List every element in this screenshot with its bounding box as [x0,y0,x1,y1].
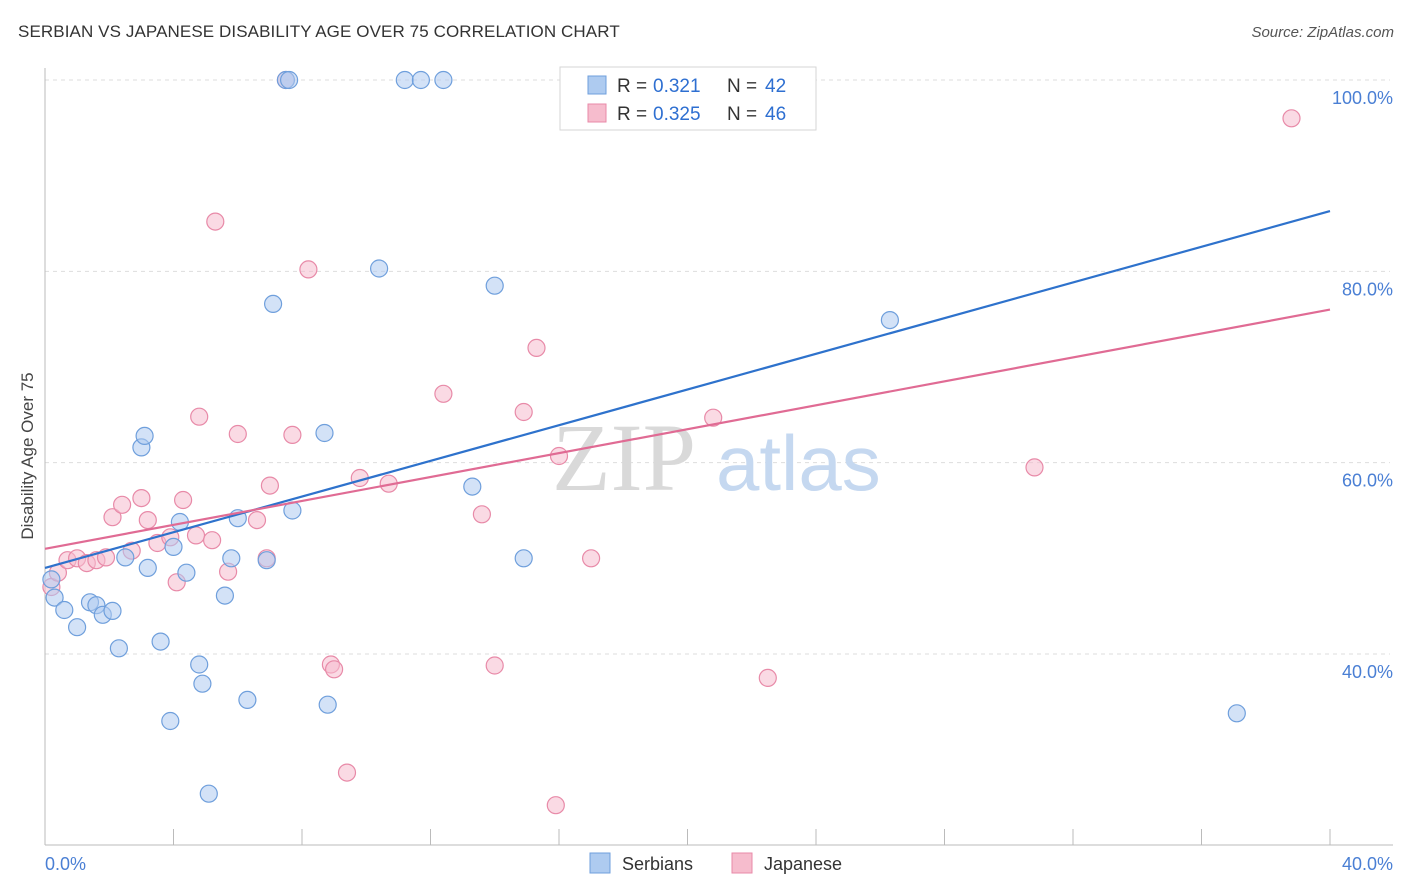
serbian-point [315,423,334,443]
serbian-points [42,70,1246,803]
japanese-point [546,796,565,815]
japanese-point [260,476,279,495]
japanese-point [203,531,222,550]
japanese-point [1025,458,1044,477]
japanese-point [337,763,357,782]
japanese-point [485,656,504,675]
legend-japanese-r-label: R = [617,104,647,125]
serbian-point [193,674,212,693]
source-label: Source: ZipAtlas.com [1251,24,1394,41]
japanese-point [247,510,267,530]
serbian-point [395,70,414,90]
japanese-trend-line [44,308,1331,550]
y-tick-labels: 100.0% 80.0% 60.0% 40.0% [1332,88,1393,682]
serbian-point [103,601,122,621]
japanese-point [434,384,453,403]
serbian-point [164,537,183,557]
legend-serbian-n-label: N = [727,76,757,97]
serbian-point [257,551,276,570]
watermark-zip: ZIP [552,404,696,511]
serbian-point [67,618,87,637]
serbian-point [1227,704,1246,723]
series-legend-japanese-label: Japanese [764,854,842,874]
serbian-point [411,70,430,90]
serbian-point [190,655,209,674]
serbian-point [880,311,900,330]
x-tick-label: 40.0% [1342,854,1393,874]
y-tick-label: 60.0% [1342,471,1393,491]
serbian-point [45,588,64,607]
serbian-point [264,294,283,313]
chart-title: SERBIAN VS JAPANESE DISABILITY AGE OVER … [18,22,620,41]
legend-japanese-swatch [587,103,607,123]
serbian-point [215,586,234,605]
legend-serbian-n-value: 42 [765,76,786,97]
y-tick-label: 40.0% [1342,662,1393,682]
y-axis-label: Disability Age Over 75 [18,372,37,539]
japanese-point [1282,109,1301,128]
axes [44,68,1393,846]
legend-japanese-r-value: 0.325 [653,104,701,125]
watermark-atlas: atlas [716,419,881,507]
series-legend-japanese-swatch [731,852,753,874]
serbian-point [463,477,482,496]
japanese-point [325,660,344,679]
japanese-point [112,495,132,514]
serbian-point [485,276,504,295]
japanese-point [174,490,193,510]
japanese-point [549,446,569,466]
series-legend: Serbians Japanese [589,852,842,874]
japanese-point [190,407,209,426]
gridlines [45,79,1390,655]
trend-lines [44,210,1331,569]
serbian-point [222,549,241,568]
x-tick-labels: 0.0% 40.0% [45,854,1393,874]
serbian-point [514,549,533,568]
serbian-point [138,558,157,578]
japanese-point [206,212,225,231]
y-tick-label: 80.0% [1342,279,1393,299]
serbian-point [135,426,154,445]
serbian-point [151,632,170,651]
japanese-point [103,508,122,527]
serbian-point [116,548,135,567]
correlation-legend: R = 0.321 N = 42 R = 0.325 N = 46 [559,66,817,131]
legend-japanese-n-label: N = [727,104,757,125]
japanese-point [132,489,151,508]
japanese-point [299,260,318,279]
legend-serbian-r-label: R = [617,76,647,97]
serbian-trend-line [44,210,1331,569]
serbian-point [199,784,218,803]
serbian-point [177,563,196,582]
watermark: ZIP atlas [552,404,881,511]
serbian-point [161,711,180,731]
legend-serbian-swatch [587,75,607,95]
japanese-point [186,526,206,545]
serbian-point [238,690,257,710]
x-tick-label: 0.0% [45,854,86,874]
japanese-point [228,424,247,444]
japanese-point [514,402,533,422]
serbian-point [318,695,337,714]
japanese-point [138,510,157,530]
serbian-point [55,600,74,620]
japanese-point [581,549,601,568]
series-legend-serbian-label: Serbians [622,854,693,874]
legend-japanese-n-value: 46 [765,104,786,125]
japanese-point [527,338,546,357]
serbian-point [370,259,389,278]
serbian-point [280,70,299,90]
serbian-point [434,70,453,90]
japanese-point [758,668,777,688]
legend-serbian-r-value: 0.321 [653,76,701,97]
japanese-point [704,408,723,427]
series-legend-serbian-swatch [589,852,611,874]
y-tick-label: 100.0% [1332,88,1393,108]
japanese-points [42,70,1301,815]
serbian-point [109,639,129,658]
serbian-point [42,570,61,589]
japanese-point [472,505,491,524]
japanese-point [283,425,302,444]
